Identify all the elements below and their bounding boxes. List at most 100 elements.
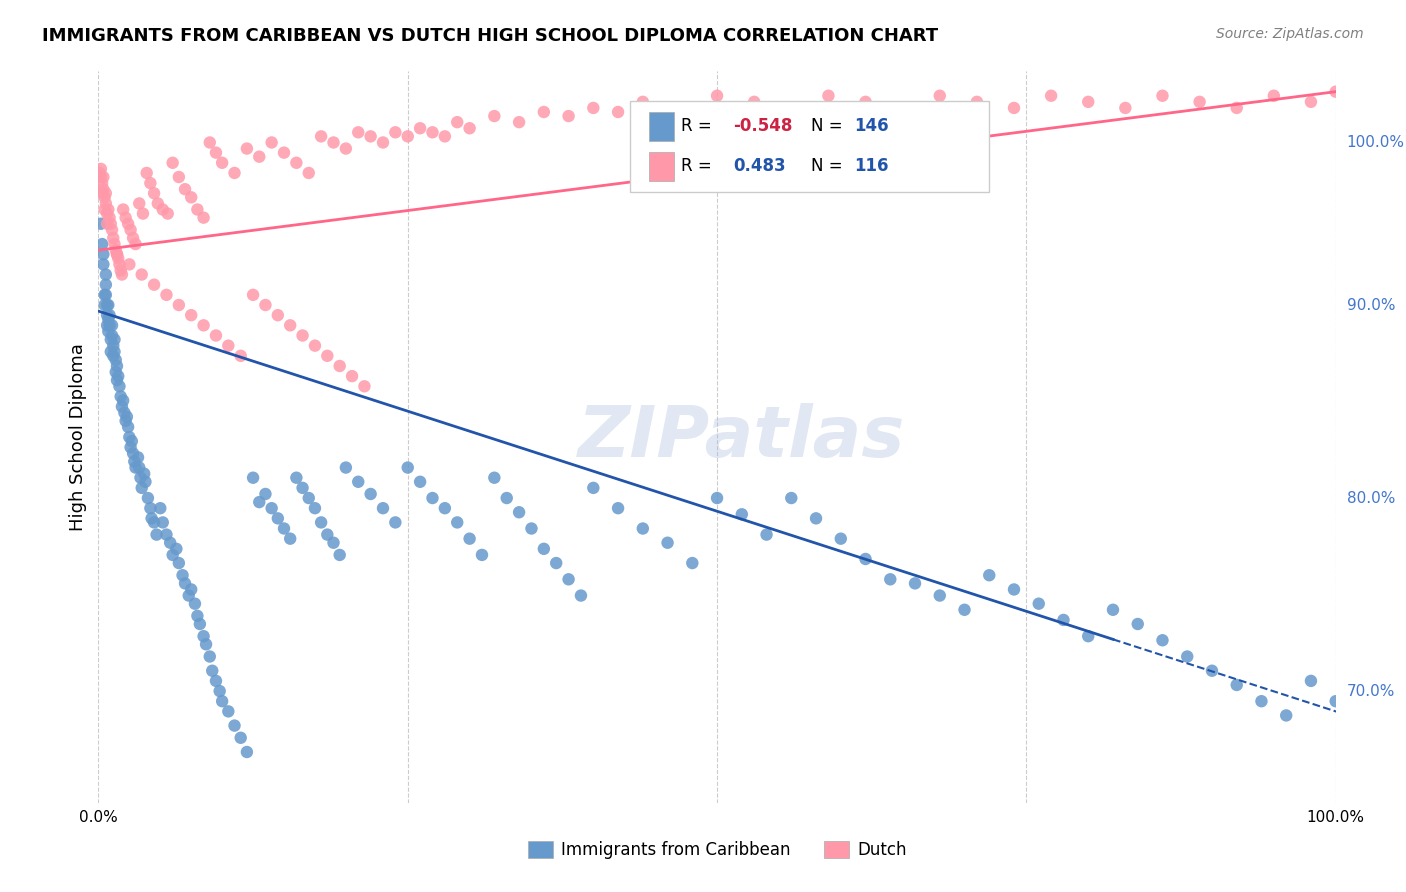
Point [193, 318, 215, 333]
Point [681, 556, 703, 570]
Point [94, 196, 117, 211]
Point [242, 471, 264, 485]
Point [335, 142, 357, 156]
Point [156, 206, 179, 220]
Point [520, 521, 543, 535]
Point [118, 257, 141, 271]
Point [631, 521, 654, 535]
Point [533, 541, 555, 556]
Point [360, 129, 382, 144]
Point [817, 88, 839, 103]
Point [120, 223, 142, 237]
Point [236, 745, 259, 759]
Point [582, 101, 605, 115]
Point [167, 298, 190, 312]
Point [98, 308, 121, 322]
Point [205, 673, 228, 688]
Point [93, 202, 115, 217]
Point [180, 190, 202, 204]
Point [224, 166, 246, 180]
Text: Source: ZipAtlas.com: Source: ZipAtlas.com [1216, 27, 1364, 41]
Point [198, 136, 221, 150]
Point [1077, 629, 1099, 643]
Point [107, 252, 129, 266]
Point [340, 369, 363, 384]
Point [557, 109, 579, 123]
Point [132, 206, 155, 220]
Text: 90.0%: 90.0% [1347, 298, 1395, 312]
Point [186, 202, 208, 217]
Bar [650, 112, 673, 141]
Point [174, 576, 197, 591]
Point [100, 333, 122, 347]
Point [134, 475, 156, 489]
Point [384, 516, 406, 530]
Point [143, 186, 166, 201]
Point [1188, 95, 1211, 109]
Point [93, 190, 115, 204]
Point [97, 325, 120, 339]
Point [205, 328, 228, 343]
Point [780, 101, 803, 115]
Point [174, 182, 197, 196]
Point [96, 206, 118, 220]
Point [98, 318, 121, 333]
Point [309, 129, 332, 144]
Point [217, 339, 239, 353]
Point [1040, 88, 1063, 103]
Point [353, 379, 375, 393]
Point [928, 589, 950, 603]
Point [706, 88, 728, 103]
Point [607, 501, 630, 516]
Bar [650, 152, 673, 181]
Point [131, 268, 153, 282]
Point [108, 257, 131, 271]
Point [155, 527, 177, 541]
Point [267, 511, 290, 525]
Point [152, 202, 174, 217]
Point [1324, 85, 1347, 99]
Point [1052, 613, 1074, 627]
Point [731, 508, 754, 522]
Point [533, 105, 555, 120]
Text: 116: 116 [855, 158, 889, 176]
Point [1077, 95, 1099, 109]
Point [316, 349, 339, 363]
Point [107, 369, 129, 384]
Point [273, 521, 295, 535]
Point [103, 339, 125, 353]
Point [105, 359, 128, 373]
Point [1299, 95, 1322, 109]
Point [122, 231, 145, 245]
Point [631, 95, 654, 109]
Point [291, 328, 314, 343]
Point [582, 481, 605, 495]
Point [471, 548, 494, 562]
Point [90, 169, 112, 184]
Point [347, 125, 370, 139]
Point [304, 339, 326, 353]
Point [267, 308, 290, 322]
Point [139, 176, 162, 190]
Point [146, 196, 169, 211]
Point [111, 400, 134, 414]
Point [198, 649, 221, 664]
Point [1002, 582, 1025, 597]
Point [111, 268, 134, 282]
Point [681, 105, 703, 120]
Point [446, 516, 468, 530]
Point [96, 308, 118, 322]
Point [96, 298, 118, 312]
Point [260, 501, 283, 516]
Point [143, 277, 166, 292]
Point [117, 217, 139, 231]
Point [162, 548, 184, 562]
Point [236, 142, 259, 156]
Point [484, 109, 506, 123]
Point [1126, 617, 1149, 632]
Point [120, 440, 142, 454]
Point [193, 211, 215, 225]
Point [1175, 649, 1198, 664]
Point [495, 491, 517, 505]
Point [105, 247, 128, 261]
